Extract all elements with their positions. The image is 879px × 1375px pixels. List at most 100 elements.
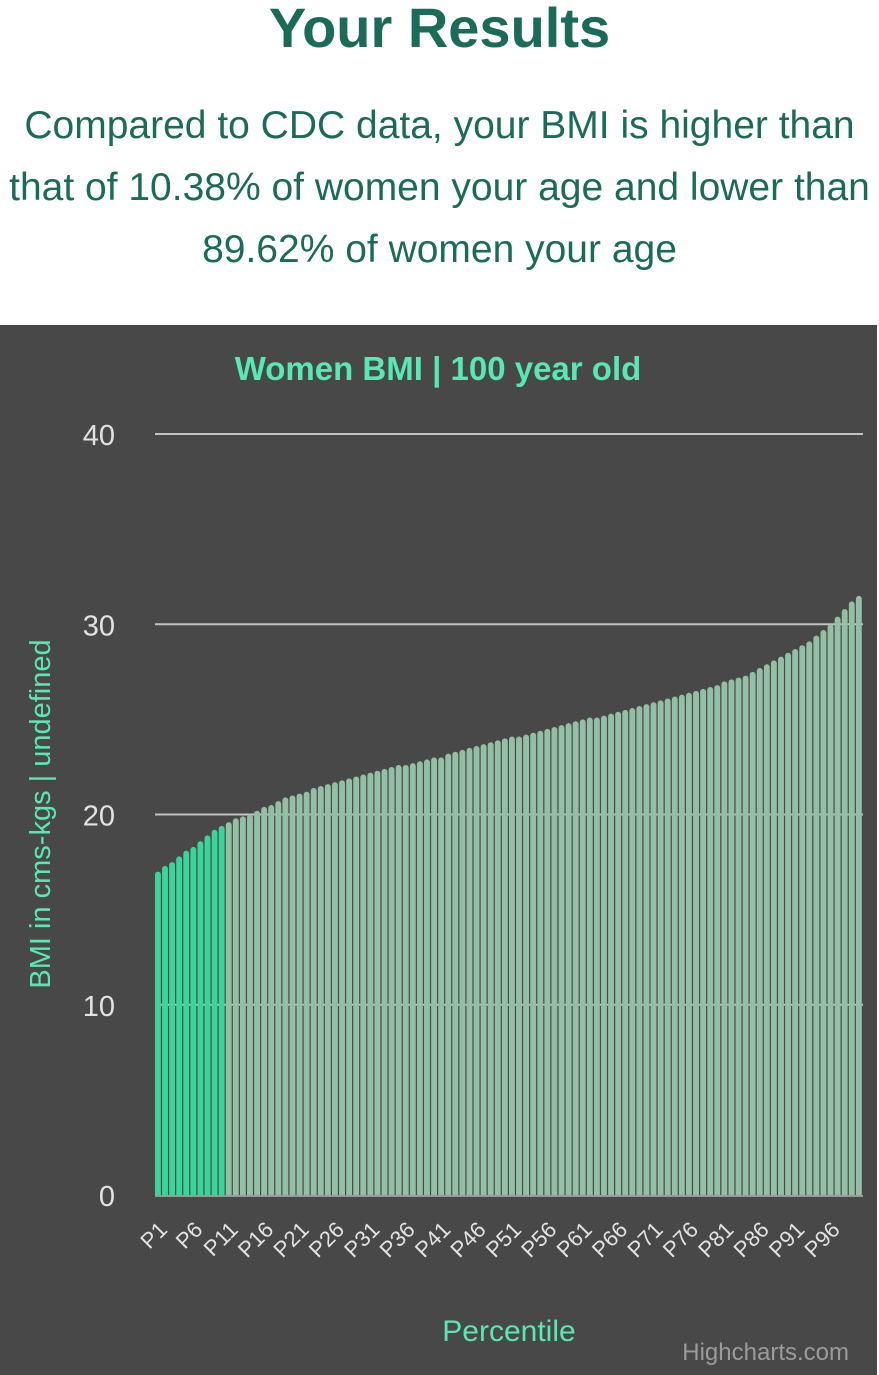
bar-P88[interactable]	[770, 660, 777, 1195]
bar-P13[interactable]	[239, 816, 246, 1195]
bar-P16[interactable]	[261, 806, 268, 1195]
bar-P87[interactable]	[763, 664, 770, 1195]
bar-P7[interactable]	[197, 841, 204, 1195]
bar-P82[interactable]	[728, 679, 735, 1195]
bar-P31[interactable]	[367, 772, 374, 1195]
bar-P55[interactable]	[537, 730, 544, 1195]
bar-P49[interactable]	[494, 740, 501, 1195]
bar-P6[interactable]	[190, 846, 197, 1195]
bar-P15[interactable]	[254, 810, 260, 1195]
bar-P29[interactable]	[353, 776, 360, 1195]
bar-P63[interactable]	[593, 717, 600, 1195]
bar-P80[interactable]	[714, 685, 721, 1195]
bar-P50[interactable]	[501, 738, 508, 1195]
bar-P19[interactable]	[282, 797, 289, 1195]
bar-P12[interactable]	[232, 818, 239, 1195]
bar-P4[interactable]	[176, 856, 183, 1195]
bar-P5[interactable]	[183, 850, 190, 1195]
bar-P77[interactable]	[693, 690, 699, 1195]
bar-P68[interactable]	[629, 707, 636, 1195]
bar-P76[interactable]	[686, 692, 692, 1195]
bar-P96[interactable]	[827, 624, 834, 1195]
bar-P85[interactable]	[749, 671, 756, 1195]
bar-P30[interactable]	[360, 774, 367, 1195]
bar-P91[interactable]	[792, 648, 799, 1195]
bar-P27[interactable]	[339, 780, 345, 1195]
highcharts-credit[interactable]: Highcharts.com	[682, 1339, 849, 1366]
bar-P38[interactable]	[416, 761, 423, 1195]
bar-P99[interactable]	[848, 601, 855, 1195]
bar-P18[interactable]	[275, 801, 282, 1195]
bar-P64[interactable]	[601, 715, 607, 1195]
bar-P100[interactable]	[855, 595, 862, 1195]
bar-P42[interactable]	[445, 753, 452, 1195]
bar-P1[interactable]	[155, 871, 161, 1195]
bar-P58[interactable]	[558, 725, 565, 1195]
bar-P86[interactable]	[756, 668, 763, 1195]
bar-P23[interactable]	[310, 787, 317, 1195]
bar-P73[interactable]	[664, 698, 671, 1195]
bar-P3[interactable]	[169, 862, 176, 1195]
bar-P95[interactable]	[820, 629, 827, 1195]
bar-P74[interactable]	[671, 696, 678, 1195]
bar-P48[interactable]	[487, 742, 494, 1195]
bar-P21[interactable]	[296, 793, 303, 1195]
bar-P60[interactable]	[572, 721, 579, 1195]
bar-P98[interactable]	[841, 609, 848, 1195]
bar-P53[interactable]	[523, 734, 530, 1195]
bar-P20[interactable]	[289, 795, 296, 1195]
bar-P89[interactable]	[778, 656, 784, 1195]
bar-P10[interactable]	[218, 825, 225, 1195]
bar-P14[interactable]	[247, 814, 253, 1196]
bar-P11[interactable]	[225, 822, 232, 1195]
bar-P83[interactable]	[735, 677, 742, 1195]
bar-P24[interactable]	[317, 785, 324, 1195]
bar-P25[interactable]	[324, 784, 331, 1195]
bar-P22[interactable]	[303, 791, 310, 1195]
bar-P33[interactable]	[381, 768, 388, 1195]
bar-P84[interactable]	[742, 675, 749, 1195]
bar-P72[interactable]	[657, 700, 664, 1195]
bar-P65[interactable]	[608, 713, 614, 1195]
bar-P45[interactable]	[466, 747, 473, 1195]
bar-P75[interactable]	[678, 694, 685, 1195]
bar-P51[interactable]	[509, 736, 515, 1195]
bar-P8[interactable]	[204, 835, 211, 1195]
bar-P92[interactable]	[799, 645, 806, 1195]
bar-P47[interactable]	[480, 744, 487, 1195]
bar-P61[interactable]	[579, 719, 586, 1195]
bar-P97[interactable]	[834, 616, 841, 1195]
bar-P43[interactable]	[452, 751, 459, 1195]
bar-P78[interactable]	[700, 688, 707, 1195]
bar-P59[interactable]	[565, 723, 572, 1195]
bar-P52[interactable]	[516, 736, 522, 1195]
bar-P2[interactable]	[162, 865, 168, 1195]
bar-P32[interactable]	[374, 770, 381, 1195]
bar-P56[interactable]	[544, 728, 551, 1195]
bar-P71[interactable]	[650, 702, 657, 1195]
bar-P40[interactable]	[431, 757, 437, 1195]
bar-P46[interactable]	[473, 746, 480, 1195]
bar-P17[interactable]	[268, 804, 275, 1195]
bar-P39[interactable]	[424, 759, 430, 1195]
bar-P44[interactable]	[459, 749, 466, 1195]
bar-P69[interactable]	[636, 706, 643, 1195]
bar-P67[interactable]	[622, 709, 629, 1195]
bar-P9[interactable]	[211, 829, 218, 1195]
bar-P90[interactable]	[785, 652, 791, 1195]
bar-P79[interactable]	[707, 687, 714, 1195]
bar-P94[interactable]	[813, 635, 820, 1195]
bar-P28[interactable]	[346, 778, 353, 1195]
bar-P26[interactable]	[332, 782, 338, 1195]
bar-P57[interactable]	[551, 726, 558, 1195]
bar-P36[interactable]	[402, 765, 409, 1195]
bar-P54[interactable]	[530, 732, 537, 1195]
bar-P34[interactable]	[388, 766, 395, 1195]
bar-P35[interactable]	[395, 765, 402, 1195]
bar-P81[interactable]	[721, 681, 728, 1195]
bar-P62[interactable]	[586, 717, 593, 1195]
bar-P41[interactable]	[438, 757, 445, 1195]
bar-P37[interactable]	[409, 763, 416, 1195]
bar-P66[interactable]	[615, 711, 622, 1195]
bar-P70[interactable]	[643, 704, 650, 1195]
